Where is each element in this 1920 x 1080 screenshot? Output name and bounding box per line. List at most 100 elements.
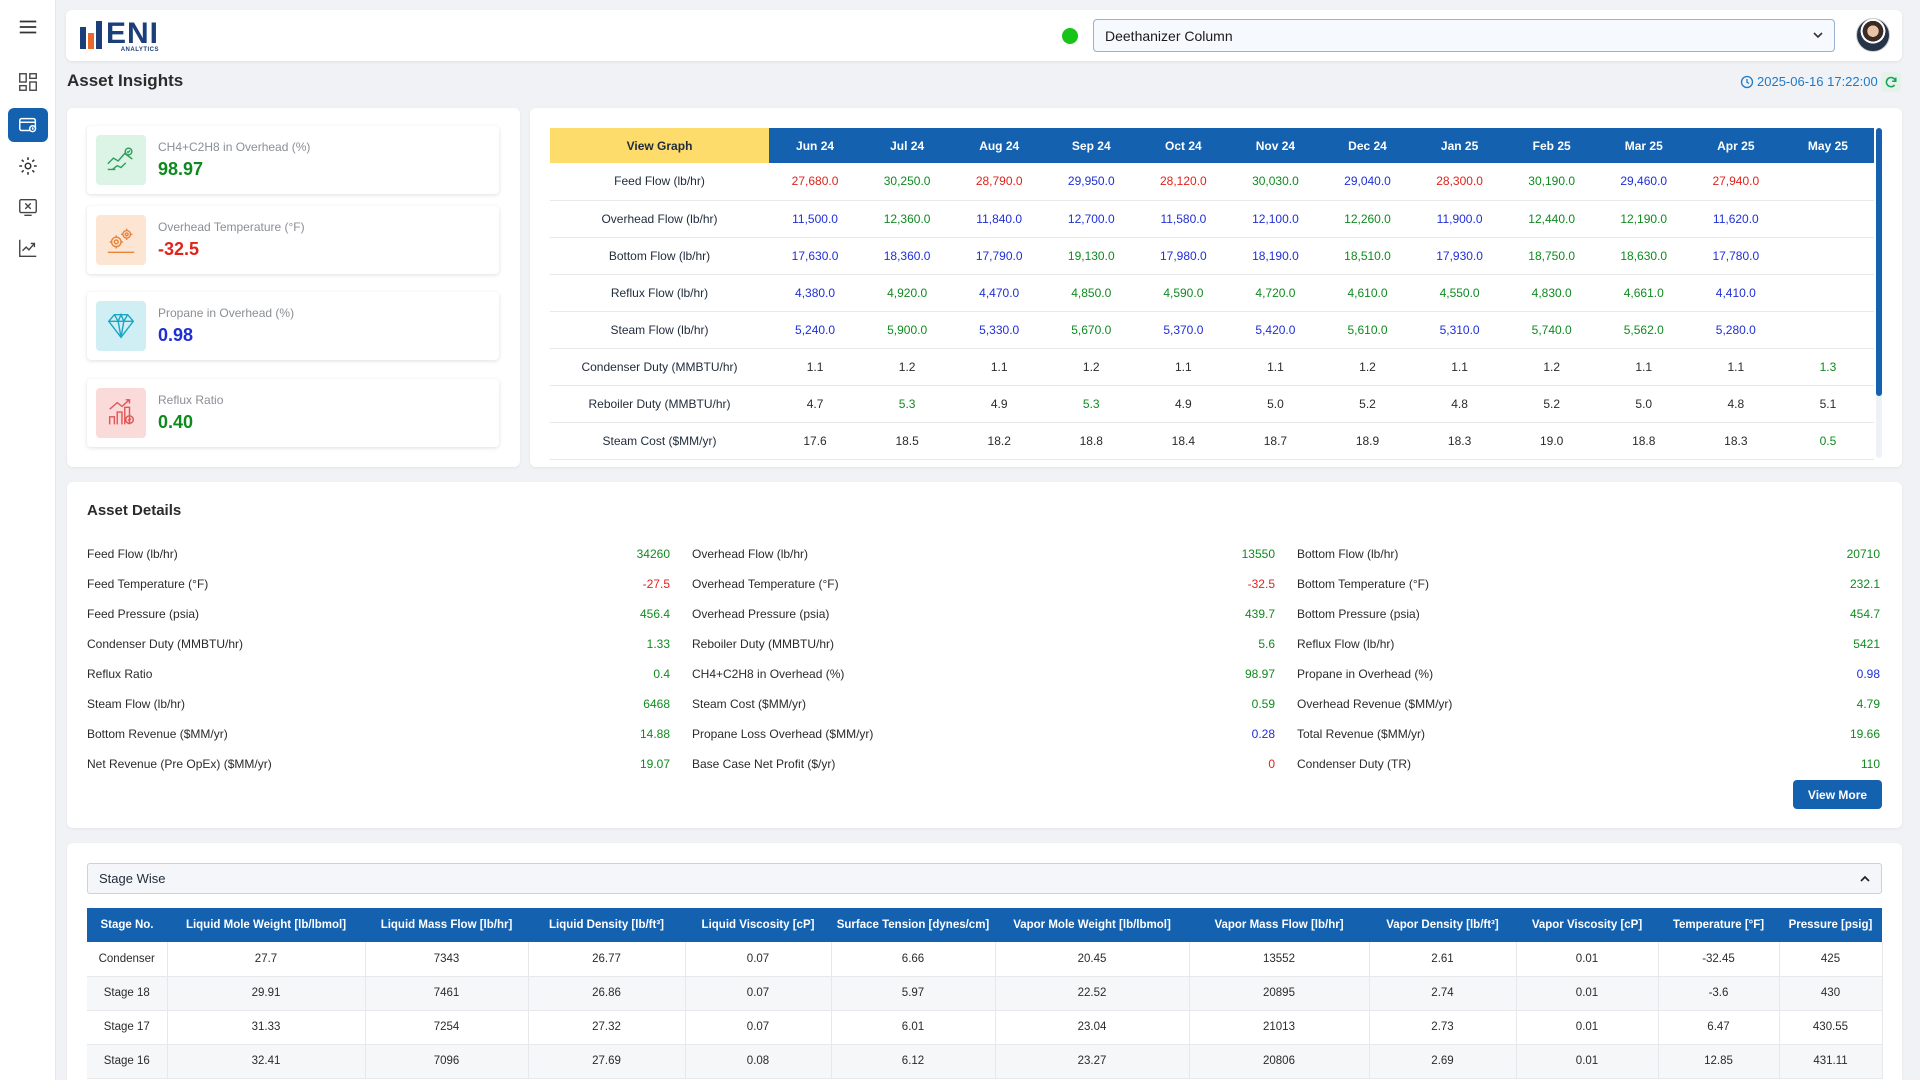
- stage-cell: 2.74: [1369, 976, 1517, 1011]
- trend-cell: 5.1: [1781, 385, 1874, 423]
- stage-cell: 20.45: [995, 942, 1190, 977]
- stage-column-header: Liquid Density [lb/ft³]: [528, 908, 685, 942]
- asset-selector[interactable]: Deethanizer Column: [1093, 19, 1835, 52]
- trend-row: Steam Cost ($MM/yr) 17.6 18.5 18.2 18.8 18.4 1…: [550, 422, 1874, 460]
- detail-value: 454.7: [1849, 607, 1880, 621]
- detail-label: Base Case Net Profit ($/yr): [692, 757, 836, 771]
- view-more-button[interactable]: View More: [1793, 780, 1882, 809]
- stage-cell: 0.01: [1516, 1010, 1659, 1045]
- stage-cell: Stage 17: [87, 1010, 168, 1045]
- trend-cell: 17,930.0: [1413, 237, 1506, 275]
- trend-cell: 12,100.0: [1229, 200, 1322, 238]
- trend-cell: 30,250.0: [861, 163, 954, 201]
- details-column-2: Overhead Flow (lb/hr) 13550 Overhead Tempe…: [692, 539, 1275, 779]
- trend-cell: 5.2: [1505, 385, 1598, 423]
- trend-icon[interactable]: [8, 231, 48, 265]
- trend-cell: 11,580.0: [1137, 200, 1230, 238]
- trend-cell: 4,830.0: [1505, 274, 1598, 312]
- month-header: Mar 25: [1597, 128, 1690, 163]
- timestamp-text: 2025-06-16 17:22:00: [1757, 74, 1878, 89]
- trend-row-label: Bottom Flow (lb/hr): [550, 237, 769, 275]
- trend-row: Reboiler Duty (MMBTU/hr) 4.7 5.3 4.9 5.3 4.9 5…: [550, 385, 1874, 423]
- detail-row: Feed Temperature (°F) -27.5: [87, 569, 670, 599]
- detail-value: 0.4: [653, 667, 670, 681]
- trend-cell: 4.9: [1137, 385, 1230, 423]
- stage-cell: 0.07: [685, 1010, 832, 1045]
- monthly-trend-table: View Graph Jun 24 Jul 24 Aug 24 Sep 24 Oct 24…: [550, 128, 1874, 460]
- stage-cell: 27.7: [167, 942, 366, 977]
- trend-cell: 4.7: [769, 385, 862, 423]
- trend-cell: 11,620.0: [1689, 200, 1782, 238]
- table-row: Stage 17 31.33 7254 27.32 0.07 6.01 23.04 21013…: [87, 1010, 1883, 1045]
- month-header: Oct 24: [1137, 128, 1230, 163]
- hamburger-icon[interactable]: [8, 10, 48, 44]
- detail-label: Reboiler Duty (MMBTU/hr): [692, 637, 835, 651]
- detail-row: Total Revenue ($MM/yr) 19.66: [1297, 719, 1880, 749]
- month-header: May 25: [1781, 128, 1874, 163]
- app-logo[interactable]: ENI ANALYTICS: [80, 19, 159, 53]
- logo-subtext: ANALYTICS: [120, 47, 160, 53]
- month-header: Jan 25: [1413, 128, 1506, 163]
- stage-wise-accordion-header[interactable]: Stage Wise: [87, 863, 1882, 894]
- trend-cell: 12,700.0: [1045, 200, 1138, 238]
- kpi-value: -32.5: [158, 239, 200, 259]
- grid-icon[interactable]: [8, 65, 48, 99]
- detail-label: Bottom Temperature (°F): [1297, 577, 1429, 591]
- trend-cell: 1.1: [953, 348, 1046, 386]
- trend-row: Condenser Duty (MMBTU/hr) 1.1 1.2 1.1 1.2 1.1…: [550, 348, 1874, 386]
- trend-cell: 1.2: [1045, 348, 1138, 386]
- trend-cell: 5,310.0: [1413, 311, 1506, 349]
- detail-row: Bottom Flow (lb/hr) 20710: [1297, 539, 1880, 569]
- kpi-icon-bg: [96, 388, 146, 438]
- trend-cell: 18.9: [1321, 422, 1414, 460]
- stage-cell: -32.45: [1658, 942, 1780, 977]
- details-column-1: Feed Flow (lb/hr) 34260 Feed Temperature (…: [87, 539, 670, 779]
- detail-row: Steam Flow (lb/hr) 6468: [87, 689, 670, 719]
- detail-row: Bottom Temperature (°F) 232.1: [1297, 569, 1880, 599]
- view-graph-button[interactable]: View Graph: [550, 128, 769, 163]
- trend-cell: 19,130.0: [1045, 237, 1138, 275]
- asset-details-title: Asset Details: [87, 502, 182, 519]
- x-box-icon[interactable]: [8, 190, 48, 224]
- kpi-card-ch4c2h8: CH4+C2H8 in Overhead (%) 98.97: [87, 126, 499, 194]
- stage-column-header: Vapor Viscosity [cP]: [1516, 908, 1658, 942]
- stage-cell: 23.04: [995, 1010, 1190, 1045]
- kpi-value: 98.97: [158, 159, 204, 179]
- trend-cell: [1781, 200, 1874, 238]
- stage-cell: 13552: [1189, 942, 1370, 977]
- chevron-down-icon: [1813, 32, 1823, 39]
- refresh-button[interactable]: [1881, 72, 1901, 92]
- stage-cell: 7254: [365, 1010, 529, 1045]
- trend-cell: 17,790.0: [953, 237, 1046, 275]
- stage-wise-title: Stage Wise: [99, 871, 166, 886]
- trend-cell: 1.2: [861, 348, 954, 386]
- detail-label: Total Revenue ($MM/yr): [1297, 727, 1426, 741]
- user-avatar[interactable]: [1856, 18, 1890, 52]
- month-header: Jun 24: [769, 128, 862, 163]
- chevron-up-icon[interactable]: [1859, 873, 1871, 885]
- trend-cell: 4,661.0: [1597, 274, 1690, 312]
- top-bar: ENI ANALYTICS Deethanizer Column: [66, 10, 1902, 61]
- stage-cell: 26.86: [528, 976, 686, 1011]
- kpi-icon-bg: [96, 135, 146, 185]
- trend-row: Overhead Flow (lb/hr) 11,500.0 12,360.0 11,…: [550, 200, 1874, 238]
- detail-label: Reflux Ratio: [87, 667, 153, 681]
- trend-cell: 17,780.0: [1689, 237, 1782, 275]
- gear-icon[interactable]: [8, 149, 48, 183]
- detail-label: Feed Pressure (psia): [87, 607, 200, 621]
- stage-column-header: Surface Tension [dynes/cm]: [831, 908, 995, 942]
- detail-value: 98.97: [1244, 667, 1275, 681]
- trend-cell: 1.1: [1229, 348, 1322, 386]
- detail-value: 0: [1268, 757, 1275, 771]
- asset-card-icon[interactable]: [8, 108, 48, 142]
- detail-row: Net Revenue (Pre OpEx) ($MM/yr) 19.07: [87, 749, 670, 779]
- detail-row: Feed Flow (lb/hr) 34260: [87, 539, 670, 569]
- trend-cell: 0.5: [1781, 422, 1874, 460]
- scrollbar-thumb[interactable]: [1876, 128, 1882, 396]
- stage-wise-table: Stage No. Liquid Mole Weight [lb/lbmol] Li…: [87, 908, 1883, 1079]
- vertical-scrollbar[interactable]: [1876, 128, 1882, 458]
- stage-cell: 6.01: [831, 1010, 996, 1045]
- detail-row: Bottom Pressure (psia) 454.7: [1297, 599, 1880, 629]
- kpi-card-reflux-ratio: Reflux Ratio 0.40: [87, 379, 499, 447]
- trend-cell: 18,630.0: [1597, 237, 1690, 275]
